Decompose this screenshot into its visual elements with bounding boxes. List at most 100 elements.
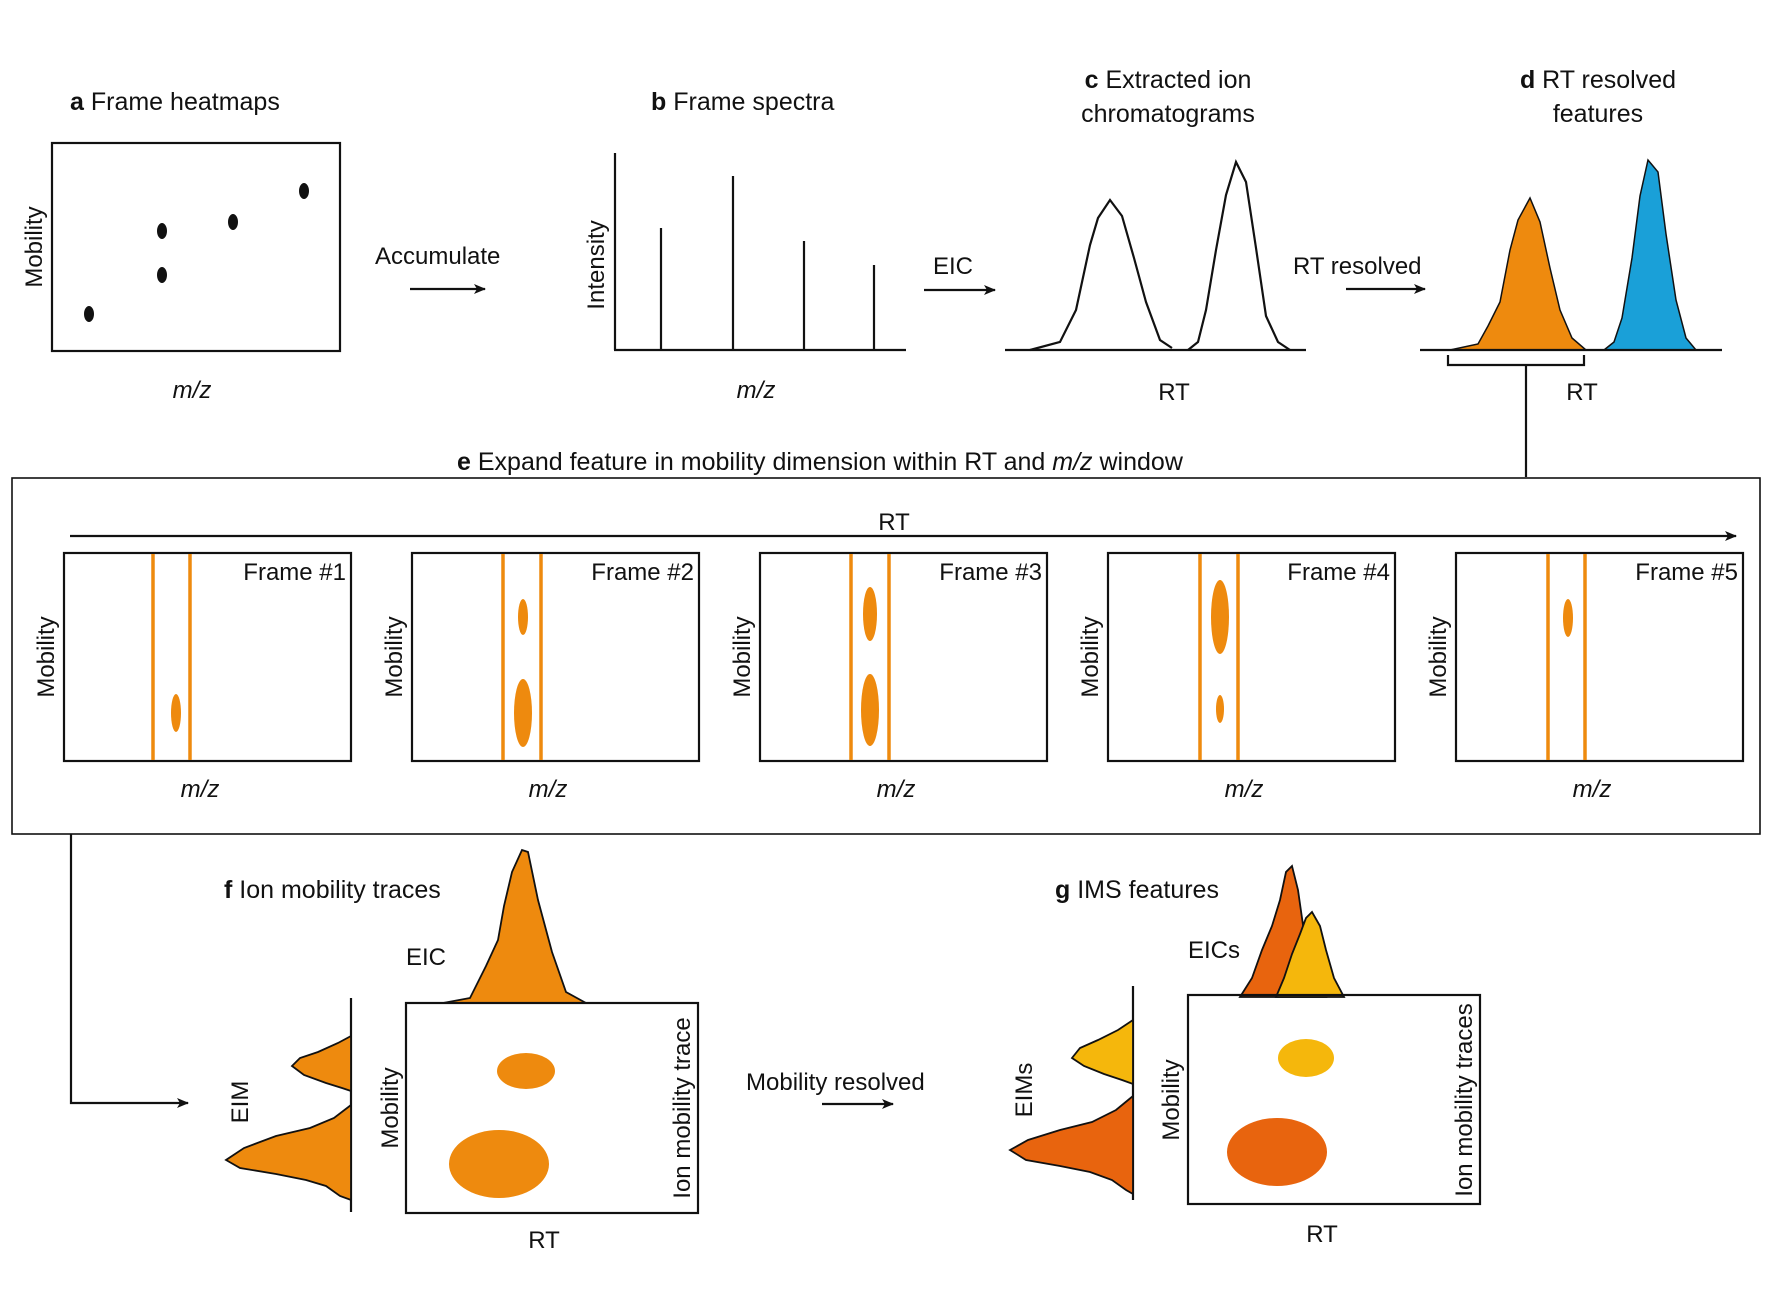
frame-2: Frame #2 Mobility m/z bbox=[381, 551, 701, 803]
panel-f-right-label: Ion mobility trace bbox=[669, 1017, 696, 1198]
panel-c-title-line2: chromatograms bbox=[1081, 100, 1255, 128]
panel-g-title: g IMS features bbox=[1055, 876, 1219, 904]
chromatogram-peak-2 bbox=[1187, 159, 1291, 351]
panel-g: g IMS features EICs Mobility Ion mobilit… bbox=[1008, 864, 1482, 1248]
mobility-spot bbox=[1211, 580, 1229, 654]
panel-b-x-label: m/z bbox=[737, 377, 776, 404]
frame-5-box bbox=[1454, 551, 1745, 763]
panel-e: e Expand feature in mobility dimension w… bbox=[11, 448, 1761, 835]
heatmap-spot bbox=[157, 223, 167, 239]
frame-2-box bbox=[410, 551, 701, 763]
arrow-eic-label: EIC bbox=[933, 253, 973, 280]
heatmap-spot bbox=[299, 183, 309, 199]
frame-4: Frame #4 Mobility m/z bbox=[1077, 551, 1397, 803]
panel-d-x-label: RT bbox=[1566, 379, 1598, 406]
frame-4-x-label: m/z bbox=[1225, 776, 1264, 803]
frame-5-label: Frame #5 bbox=[1635, 559, 1738, 586]
frame-3-box bbox=[758, 551, 1049, 763]
panel-g-right-label: Ion mobility traces bbox=[1451, 1003, 1478, 1196]
frame-1-x-label: m/z bbox=[181, 776, 220, 803]
ims-feature-yellow bbox=[1278, 1039, 1334, 1077]
frame-3-label: Frame #3 bbox=[939, 559, 1042, 586]
frame-4-box bbox=[1106, 551, 1397, 763]
panel-d-title: d RT resolved bbox=[1520, 66, 1676, 94]
eim-peak-small bbox=[290, 1034, 352, 1093]
mobility-spot bbox=[863, 587, 877, 641]
frame-5-x-label: m/z bbox=[1573, 776, 1612, 803]
frame-2-x-label: m/z bbox=[529, 776, 568, 803]
ims-spot-large bbox=[449, 1130, 549, 1198]
panel-b: b Frame spectra Intensity m/z bbox=[583, 88, 906, 404]
arrow-accumulate: Accumulate bbox=[375, 243, 500, 294]
panel-g-eim-label: EIMs bbox=[1011, 1063, 1038, 1118]
frame-2-y-label: Mobility bbox=[381, 616, 408, 697]
panel-f-trace-box bbox=[404, 1001, 700, 1215]
frame-4-y-label: Mobility bbox=[1077, 616, 1104, 697]
panel-f-eic-label: EIC bbox=[406, 944, 446, 971]
eic-peak-yellow bbox=[1274, 910, 1346, 998]
frame-3-x-label: m/z bbox=[877, 776, 916, 803]
frame-1: Frame #1 Mobility m/z bbox=[33, 551, 353, 803]
panel-d-title-line2: features bbox=[1553, 100, 1643, 128]
panel-b-y-label: Intensity bbox=[583, 220, 610, 309]
frame-1-label: Frame #1 bbox=[243, 559, 346, 586]
heatmap-spot bbox=[157, 267, 167, 283]
panel-f-eim-label: EIM bbox=[227, 1081, 254, 1124]
mobility-spot bbox=[514, 679, 532, 747]
eim-peak-yellow bbox=[1070, 1018, 1134, 1086]
frame-1-box bbox=[62, 551, 353, 763]
arrow-rt-resolved-label: RT resolved bbox=[1293, 253, 1422, 280]
arrow-eic: EIC bbox=[924, 253, 996, 295]
mobility-spot bbox=[171, 694, 181, 732]
panel-c: c Extracted ion chromatograms RT bbox=[1005, 66, 1306, 406]
panel-a: a Frame heatmaps Mobility m/z bbox=[21, 88, 342, 404]
frame-5: Frame #5 Mobility m/z bbox=[1425, 551, 1745, 803]
rt-feature-orange bbox=[1449, 196, 1589, 351]
panel-g-trace-box bbox=[1186, 993, 1482, 1206]
frame-3: Frame #3 Mobility m/z bbox=[729, 551, 1049, 803]
heatmap-spot bbox=[228, 214, 238, 230]
mobility-spot bbox=[518, 599, 528, 635]
arrow-mobility-resolved-label: Mobility resolved bbox=[746, 1069, 925, 1096]
panel-g-y-label: Mobility bbox=[1158, 1059, 1185, 1140]
panel-f-title: f Ion mobility traces bbox=[224, 876, 441, 904]
chromatogram-peak-1 bbox=[1029, 198, 1173, 352]
panel-e-container bbox=[11, 477, 1761, 835]
panel-f: f Ion mobility traces EIC Mobility Ion m… bbox=[224, 848, 700, 1254]
panel-a-y-label: Mobility bbox=[21, 206, 48, 287]
panel-c-title: c Extracted ion bbox=[1085, 66, 1252, 94]
mobility-spot bbox=[861, 674, 879, 746]
panel-c-x-label: RT bbox=[1158, 379, 1190, 406]
mobility-spot bbox=[1563, 599, 1573, 637]
panel-f-y-label: Mobility bbox=[377, 1067, 404, 1148]
panel-a-heatmap-frame bbox=[50, 141, 342, 353]
panel-f-x-label: RT bbox=[528, 1227, 560, 1254]
connector-e-to-f bbox=[69, 834, 189, 1108]
panel-e-title: e Expand feature in mobility dimension w… bbox=[457, 448, 1184, 476]
panel-d: d RT resolved features RT bbox=[1420, 66, 1722, 477]
eim-peak-large bbox=[224, 1103, 352, 1202]
frame-5-y-label: Mobility bbox=[1425, 616, 1452, 697]
panel-g-x-label: RT bbox=[1306, 1221, 1338, 1248]
mobility-spot bbox=[1216, 695, 1224, 723]
frame-1-y-label: Mobility bbox=[33, 616, 60, 697]
ims-feature-dark-orange bbox=[1227, 1118, 1327, 1186]
panel-a-x-label: m/z bbox=[173, 377, 212, 404]
arrow-mobility-resolved: Mobility resolved bbox=[746, 1069, 925, 1109]
arrow-rt-resolved: RT resolved bbox=[1293, 253, 1426, 294]
panel-b-title: b Frame spectra bbox=[651, 88, 834, 116]
rt-feature-blue bbox=[1601, 158, 1698, 351]
eic-peak bbox=[442, 848, 587, 1004]
frame-2-label: Frame #2 bbox=[591, 559, 694, 586]
ims-spot-small bbox=[497, 1053, 555, 1089]
panel-a-title: a Frame heatmaps bbox=[70, 88, 280, 116]
frame-4-label: Frame #4 bbox=[1287, 559, 1390, 586]
rt-window-bracket bbox=[1446, 355, 1586, 367]
heatmap-spot bbox=[84, 306, 94, 322]
panel-e-rt-label: RT bbox=[878, 509, 910, 536]
panel-g-eic-label: EICs bbox=[1188, 937, 1240, 964]
frame-3-y-label: Mobility bbox=[729, 616, 756, 697]
arrow-accumulate-label: Accumulate bbox=[375, 243, 500, 270]
eim-peak-dark-orange bbox=[1008, 1094, 1134, 1196]
